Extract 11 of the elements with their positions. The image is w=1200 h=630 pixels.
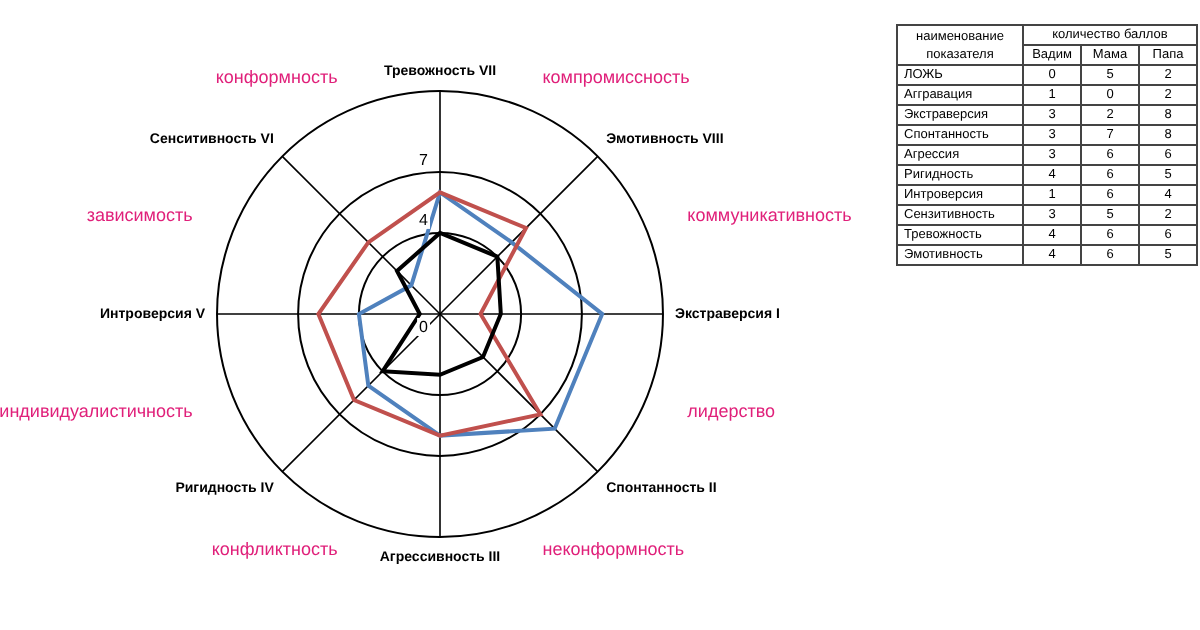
text: конформность [215, 67, 339, 88]
text: неконформность [542, 538, 685, 559]
text: конфликтность [211, 538, 339, 559]
text: компромиссность [542, 67, 691, 88]
text: зависимость [86, 205, 194, 226]
y-tick-label: 0 [419, 318, 430, 337]
text: коммуникативность [687, 205, 853, 226]
y-tick-label: 4 [419, 211, 430, 230]
y-tick-label: 7 [419, 150, 430, 169]
text: индивидуалистичность [0, 400, 194, 421]
text: лидерство [687, 400, 776, 421]
